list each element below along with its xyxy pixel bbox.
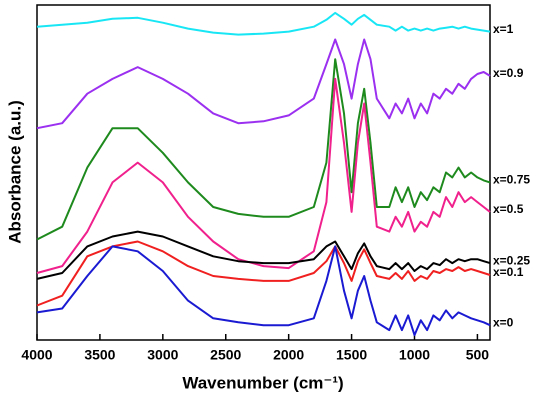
x-tick-label: 3000 xyxy=(147,347,178,363)
x-tick-label: 1500 xyxy=(336,347,367,363)
x-tick-label: 2000 xyxy=(273,347,304,363)
spectrum-line xyxy=(36,77,491,274)
series-label: x=0.5 xyxy=(493,202,524,216)
y-axis-title: Absorbance (a.u.) xyxy=(5,100,24,244)
x-axis-title: Wavenumber (cm⁻¹) xyxy=(182,373,343,392)
x-tick-label: 2500 xyxy=(210,347,241,363)
series-label: x=1 xyxy=(493,22,514,36)
series-label: x=0 xyxy=(493,315,514,329)
spectrum-line xyxy=(36,240,491,307)
spectrum-line xyxy=(36,245,491,337)
x-tick-label: 4000 xyxy=(21,347,52,363)
series-label: x=0.1 xyxy=(493,265,524,279)
spectrum-line xyxy=(36,11,491,36)
spectrum-line xyxy=(36,58,491,241)
series-label: x=0.75 xyxy=(493,173,530,187)
x-tick-label: 3500 xyxy=(84,347,115,363)
spectrum-line xyxy=(36,38,491,130)
series-label: x=0.9 xyxy=(493,66,524,80)
spectrum-line xyxy=(36,230,491,280)
plot-frame xyxy=(36,4,491,341)
x-tick-label: 1000 xyxy=(399,347,430,363)
series-label: x=0.25 xyxy=(493,253,530,267)
x-tick-label: 500 xyxy=(466,347,490,363)
